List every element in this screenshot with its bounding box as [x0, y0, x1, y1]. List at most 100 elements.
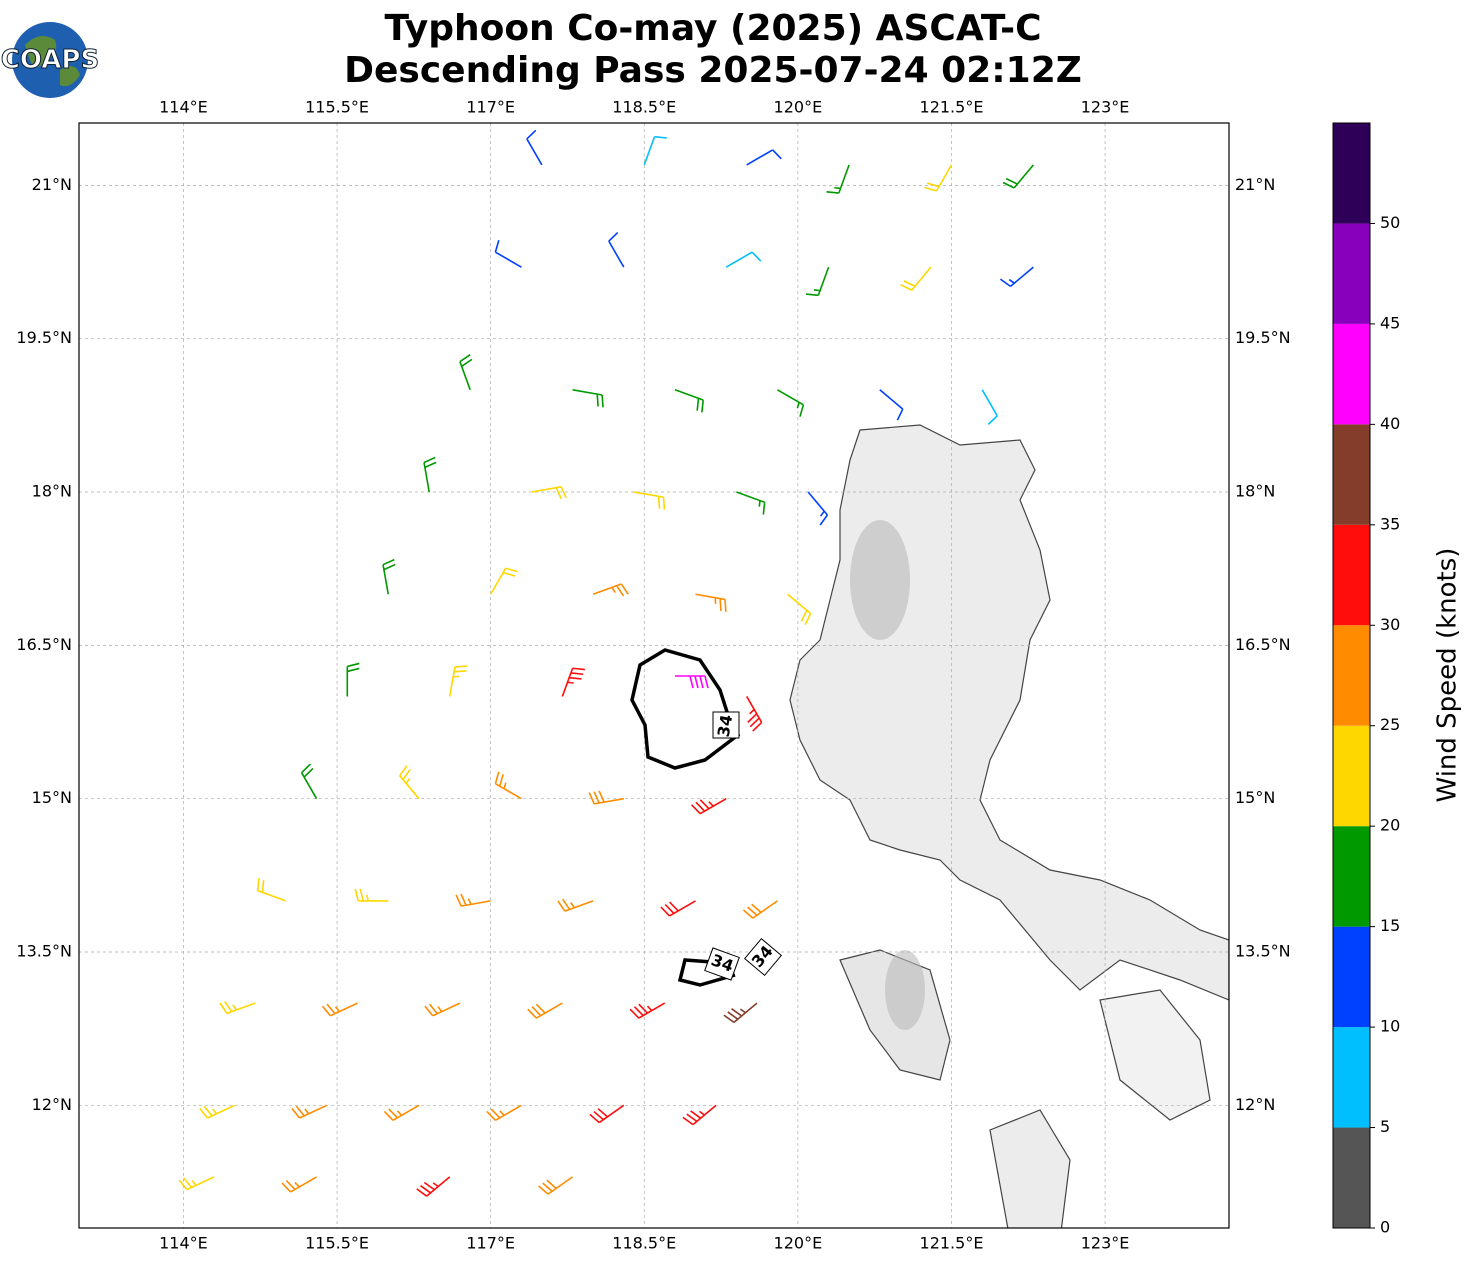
subtitle: Descending Pass 2025-07-24 02:12Z — [344, 50, 1082, 91]
colorbar-bin — [1333, 625, 1370, 726]
colorbar-tick-label: 5 — [1380, 1117, 1390, 1136]
wind-barb — [695, 593, 727, 612]
wind-barb — [588, 790, 624, 805]
colorbar-tick-label: 20 — [1380, 816, 1400, 835]
wind-barb — [745, 696, 763, 732]
wind-barb — [660, 900, 696, 917]
contour-34 — [630, 648, 741, 770]
colorbar-tick-label: 25 — [1380, 715, 1400, 734]
colorbar-tick-label: 15 — [1380, 916, 1400, 935]
wind-barb — [459, 354, 473, 391]
colorbar-bin — [1333, 926, 1370, 1028]
y-tick-label: 13.5°N — [1235, 942, 1291, 961]
y-tick-label: 15°N — [32, 788, 72, 807]
wind-barb — [531, 486, 567, 500]
colorbar-tick-label: 50 — [1380, 213, 1400, 232]
wind-barb — [399, 765, 420, 800]
wind-barb — [486, 1104, 522, 1122]
x-tick-label: 123°E — [1081, 1234, 1130, 1253]
y-tick-label: 21°N — [1235, 175, 1275, 194]
graticule: 114°E 114°E 115.5°E 115.5°E 117°E 117°E 118.5°… — [16, 98, 1290, 1253]
wind-barb — [346, 662, 360, 697]
wind-barb — [746, 149, 782, 166]
x-tick-label: 117°E — [466, 1234, 515, 1253]
y-tick-label: 18°N — [32, 482, 72, 501]
wind-barb — [527, 1002, 563, 1019]
wind-barb — [382, 558, 396, 595]
contour-label-box — [704, 947, 740, 981]
y-tick-label: 13.5°N — [16, 942, 72, 961]
wind-barb — [300, 763, 318, 800]
wind-barb — [999, 266, 1034, 288]
wind-barb — [723, 1002, 758, 1024]
wind-barb — [643, 135, 667, 166]
y-tick-label: 18°N — [1235, 482, 1275, 501]
wind-barb — [682, 1104, 717, 1126]
wind-barb — [805, 266, 830, 297]
colorbar-bin — [1333, 424, 1370, 525]
wind-barb — [725, 251, 762, 268]
wind-barb — [291, 1104, 328, 1119]
wind-barb — [787, 593, 812, 625]
contours: 34 34 34 — [630, 648, 783, 987]
wind-barb — [589, 1104, 625, 1124]
colorbar-tick-label: 45 — [1380, 313, 1400, 332]
wind-barb — [981, 389, 998, 425]
luzon — [789, 424, 1229, 1001]
wind-barb — [826, 164, 850, 194]
wind-barb — [494, 771, 522, 800]
colorbar-label: Wind Speed (knots) — [1433, 548, 1463, 803]
wind-barb — [424, 1002, 461, 1017]
colorbar-bin — [1333, 223, 1370, 324]
colorbar-tick-label: 30 — [1380, 615, 1400, 634]
wind-barb — [494, 240, 522, 268]
wind-barb — [592, 583, 629, 597]
terrain — [885, 950, 925, 1030]
wind-barb — [691, 797, 727, 815]
colorbar-tick-label: 10 — [1380, 1017, 1400, 1036]
x-tick-label: 118.5°E — [612, 98, 676, 117]
logo-land — [25, 36, 80, 87]
terrain — [850, 520, 910, 640]
wind-barb — [354, 888, 389, 902]
y-tick-label: 21°N — [32, 175, 72, 194]
wind-barb — [561, 667, 585, 697]
x-tick-label: 121.5°E — [920, 98, 984, 117]
wind-barb — [256, 878, 287, 902]
x-tick-label: 114°E — [159, 98, 208, 117]
colorbar-bin — [1333, 826, 1370, 927]
wind-barb — [448, 665, 468, 697]
x-tick-label: 115.5°E — [305, 1234, 369, 1253]
wind-barb — [199, 1104, 235, 1119]
wind-barb — [1002, 164, 1035, 189]
colorbar-bin — [1333, 123, 1370, 224]
y-tick-label: 15°N — [1235, 788, 1275, 807]
contour-34 — [677, 958, 736, 987]
y-tick-label: 12°N — [32, 1095, 72, 1114]
colorbar-bin — [1333, 323, 1370, 425]
wind-barb — [416, 1176, 451, 1197]
x-tick-label: 123°E — [1081, 98, 1130, 117]
x-tick-label: 114°E — [159, 1234, 208, 1253]
wind-barb — [423, 456, 437, 493]
colorbar-bin — [1333, 1027, 1370, 1128]
x-tick-label: 118.5°E — [612, 1234, 676, 1253]
wind-barb — [455, 893, 491, 907]
wind-barb — [924, 164, 953, 192]
wind-barb — [807, 491, 829, 526]
land — [789, 424, 1229, 1228]
wind-barb — [742, 900, 778, 919]
wind-barb — [489, 567, 518, 595]
wind-barb — [629, 1002, 666, 1019]
colorbar-bin — [1333, 524, 1370, 626]
x-tick-label: 115.5°E — [305, 98, 369, 117]
colorbar-tick-label: 35 — [1380, 514, 1400, 533]
wind-barb — [321, 1002, 358, 1017]
x-tick-label: 120°E — [774, 1234, 823, 1253]
wind-barb — [538, 1176, 574, 1195]
wind-barb — [776, 389, 805, 417]
y-tick-label: 19.5°N — [16, 328, 72, 347]
wind-barb — [526, 129, 543, 166]
wind-barb — [383, 1104, 420, 1122]
wind-barb — [557, 898, 594, 912]
